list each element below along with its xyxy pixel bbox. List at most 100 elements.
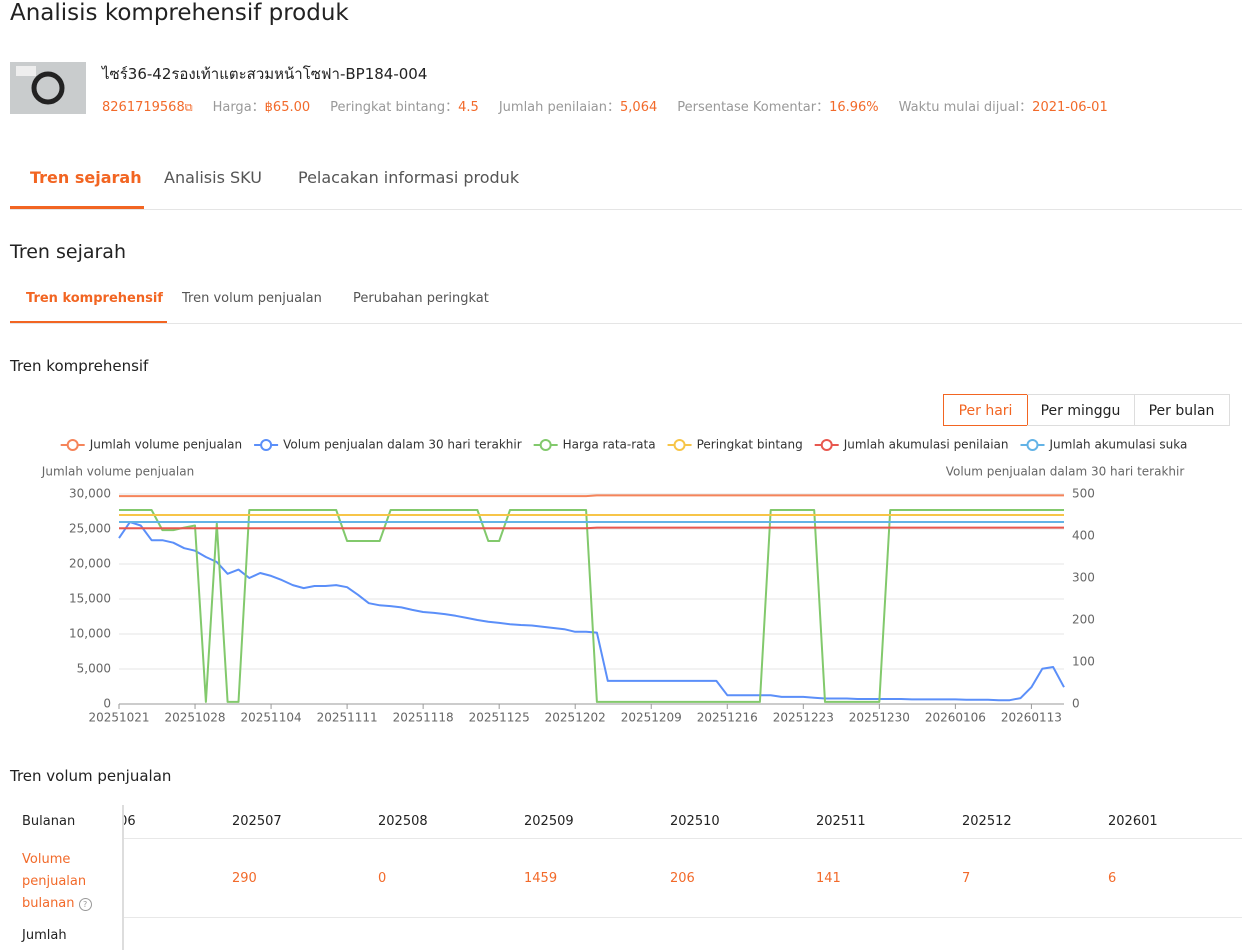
chart-title: Tren komprehensif [10, 357, 149, 375]
legend-label: Jumlah akumulasi penilaian [843, 438, 1009, 452]
column-header: 202507 [232, 814, 282, 829]
x-tick-label: 20251118 [393, 711, 454, 725]
series-line [119, 526, 1064, 530]
y-tick-label: 10,000 [69, 627, 111, 641]
y-tick-label: 0 [103, 697, 111, 711]
column-header: 202508 [378, 814, 428, 829]
help-icon[interactable]: ? [78, 898, 92, 911]
row-label: Jumlah [22, 928, 67, 943]
legend-label: Jumlah akumulasi suka [1049, 438, 1188, 452]
subtab[interactable]: Perubahan peringkat [353, 291, 489, 306]
column-header: 202510 [670, 814, 720, 829]
subtab[interactable]: Tren volum penjualan [182, 291, 322, 306]
cell-value: 141 [816, 871, 841, 886]
x-tick-label: 20251028 [164, 711, 225, 725]
legend-marker [260, 439, 273, 451]
sticky-column: Bulanan Volume penjualan bulanan ? Jumla… [10, 805, 124, 950]
legend-label: Peringkat bintang [697, 438, 803, 452]
table: 2025062025072902025080202509145920251020… [10, 805, 1242, 950]
y-tick-label: 30,000 [69, 487, 111, 501]
column-header: 202512 [962, 814, 1012, 829]
subtab[interactable]: Tren komprehensif [26, 291, 163, 306]
link-icon[interactable]: ⧉ [184, 101, 193, 114]
y2-tick-label: 500 [1072, 487, 1095, 501]
x-tick-label: 20260106 [925, 711, 986, 725]
cell-value: 206 [670, 871, 695, 886]
series-line [119, 494, 1064, 498]
y2-tick-label: 200 [1072, 613, 1095, 627]
product-thumbnail [10, 62, 86, 114]
x-tick-label: 20251111 [317, 711, 378, 725]
cell-value: 0 [378, 871, 387, 886]
y2-tick-label: 400 [1072, 529, 1095, 543]
field-value: ฿65.00 [264, 100, 311, 115]
section-title: Tren sejarah [10, 241, 126, 263]
field-value: 4.5 [458, 100, 479, 115]
product-id[interactable]: 8261719568 [102, 100, 185, 115]
field-value: 2021-06-01 [1032, 100, 1108, 115]
legend-label: Harga rata-rata [563, 438, 656, 452]
chart: 0 5,000 10,000 15,000 20,000 25,000 30,000 0 100… [41, 438, 1188, 725]
series-line [119, 509, 1064, 703]
field-value: 5,064 [620, 100, 658, 115]
product-name: ไซร์36-42รองเท้าแตะสวมหน้าโซฟา-BP184-004 [102, 65, 428, 83]
row-header: Bulanan [22, 814, 76, 829]
x-tick-label: 20251223 [773, 711, 834, 725]
legend-marker [820, 439, 833, 451]
x-tick-label: 20260113 [1001, 711, 1062, 725]
column-header: 202601 [1108, 814, 1158, 829]
series-line [118, 521, 1065, 702]
x-tick-label: 20251209 [621, 711, 682, 725]
tab[interactable]: Pelacakan informasi produk [298, 168, 520, 187]
table-title: Tren volum penjualan [10, 767, 172, 785]
legend-label: Volum penjualan dalam 30 hari terakhir [283, 438, 522, 452]
field-value: 16.96% [829, 100, 879, 115]
page-title: Analisis komprehensif produk [10, 0, 349, 26]
legend-marker [66, 439, 79, 451]
field-label: Persentase Komentar： [677, 100, 830, 115]
tab-divider [10, 209, 1242, 210]
period-button[interactable]: Per bulan [1134, 394, 1230, 426]
period-button[interactable]: Per minggu [1027, 394, 1135, 426]
tab[interactable]: Analisis SKU [164, 168, 262, 187]
x-tick-label: 20251125 [469, 711, 530, 725]
field-list: Harga：฿65.00 Peringkat bintang：4.5 Jumlah … [213, 100, 1128, 115]
cell-value: 7 [962, 871, 971, 886]
cell-value: 1459 [524, 871, 558, 886]
row-label-text: Volume penjualan bulanan [22, 852, 87, 911]
y-tick-label: 15,000 [69, 592, 111, 606]
y2-tick-label: 300 [1072, 571, 1095, 585]
x-tick-label: 20251230 [849, 711, 910, 725]
y2-tick-label: 0 [1072, 697, 1080, 711]
field-label: Peringkat bintang： [330, 100, 459, 115]
y2-tick-label: 100 [1072, 655, 1095, 669]
tab[interactable]: Tren sejarah [30, 168, 142, 187]
period-button[interactable]: Per hari [943, 394, 1028, 426]
legend-label: Jumlah volume penjualan [89, 438, 242, 452]
active-subtab-underline [10, 321, 167, 323]
y-tick-label: 25,000 [69, 522, 111, 536]
x-tick-label: 20251104 [241, 711, 302, 725]
subtab-divider [10, 323, 1242, 324]
y-tick-label: 20,000 [69, 557, 111, 571]
legend-marker [539, 439, 552, 451]
cell-value: 290 [232, 871, 257, 886]
legend-marker [673, 439, 686, 451]
y-axis-label: Jumlah volume penjualan [41, 465, 194, 479]
y-tick-label: 5,000 [77, 662, 111, 676]
row-divider [10, 838, 1242, 839]
legend-marker [1026, 439, 1039, 451]
field-label: Harga： [212, 100, 265, 115]
column-header: 202511 [816, 814, 866, 829]
column-header: 202509 [524, 814, 574, 829]
x-tick-label: 20251202 [545, 711, 606, 725]
x-tick-label: 20251021 [88, 711, 149, 725]
field-label: Jumlah penilaian： [498, 100, 621, 115]
y2-axis-label: Volum penjualan dalam 30 hari terakhir [946, 465, 1185, 479]
cell-value: 6 [1108, 871, 1117, 886]
x-tick-label: 20251216 [697, 711, 758, 725]
product-info: 8261719568⧉ Harga：฿65.00 Peringkat bintang… [102, 96, 1128, 115]
active-tab-underline [10, 206, 144, 209]
field-label: Waktu mulai dijual： [898, 100, 1033, 115]
row-label: Volume penjualan bulanan ? [22, 849, 102, 915]
